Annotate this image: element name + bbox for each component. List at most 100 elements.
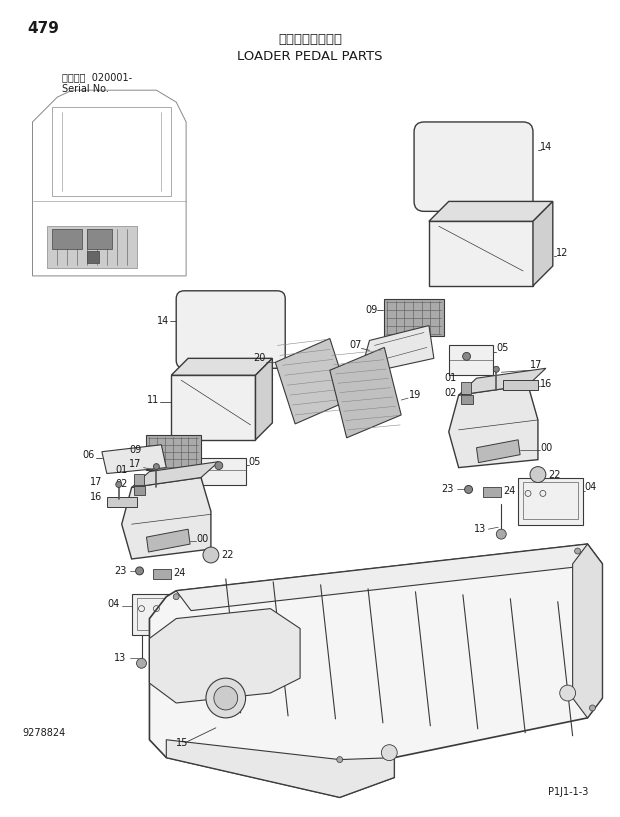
Text: 22: 22 xyxy=(221,550,233,560)
Text: 9278824: 9278824 xyxy=(22,728,66,738)
Polygon shape xyxy=(533,202,553,286)
Bar xyxy=(461,395,472,404)
Text: 05: 05 xyxy=(497,343,508,354)
Polygon shape xyxy=(149,544,603,797)
Polygon shape xyxy=(122,477,211,559)
Circle shape xyxy=(575,548,580,554)
Circle shape xyxy=(464,485,472,493)
Circle shape xyxy=(203,547,219,563)
Polygon shape xyxy=(176,544,603,610)
Text: 適用号機  020001-: 適用号機 020001- xyxy=(62,72,132,83)
Bar xyxy=(503,380,538,391)
Text: 16: 16 xyxy=(90,493,102,502)
Polygon shape xyxy=(477,440,520,462)
Text: 04: 04 xyxy=(585,483,597,493)
Circle shape xyxy=(530,467,546,483)
Text: 04: 04 xyxy=(107,599,120,609)
Text: 24: 24 xyxy=(173,568,185,578)
Bar xyxy=(146,435,201,470)
Circle shape xyxy=(381,745,397,761)
Bar xyxy=(133,474,143,485)
Text: 479: 479 xyxy=(27,20,60,36)
Polygon shape xyxy=(171,359,272,375)
Text: 09: 09 xyxy=(130,444,141,455)
Bar xyxy=(52,230,82,249)
Circle shape xyxy=(214,686,237,710)
Bar xyxy=(484,488,502,498)
Bar xyxy=(133,486,146,495)
Text: 00: 00 xyxy=(196,534,208,544)
Circle shape xyxy=(560,685,575,701)
Polygon shape xyxy=(449,385,538,467)
Circle shape xyxy=(215,462,223,470)
FancyBboxPatch shape xyxy=(414,122,533,212)
Bar xyxy=(523,481,578,520)
Bar xyxy=(131,594,193,636)
Text: 02: 02 xyxy=(115,480,128,489)
FancyBboxPatch shape xyxy=(176,291,285,368)
Polygon shape xyxy=(429,221,533,286)
Polygon shape xyxy=(166,739,394,797)
Bar xyxy=(136,598,188,631)
Polygon shape xyxy=(275,338,350,424)
Text: 11: 11 xyxy=(147,395,159,405)
Polygon shape xyxy=(330,347,401,438)
Text: 05: 05 xyxy=(249,457,261,467)
Text: 20: 20 xyxy=(253,353,265,364)
Text: 17: 17 xyxy=(89,476,102,486)
Circle shape xyxy=(206,678,246,718)
Circle shape xyxy=(136,659,146,668)
Text: 09: 09 xyxy=(365,305,378,315)
Polygon shape xyxy=(365,325,434,370)
Polygon shape xyxy=(573,544,603,718)
Text: 07: 07 xyxy=(349,341,361,350)
Bar xyxy=(449,346,494,375)
Text: P1J1-1-3: P1J1-1-3 xyxy=(548,788,588,797)
Bar xyxy=(47,226,136,268)
Circle shape xyxy=(590,705,595,711)
Polygon shape xyxy=(102,444,166,474)
Bar xyxy=(461,382,471,394)
Bar xyxy=(201,458,246,485)
Text: 15: 15 xyxy=(176,738,188,748)
Bar xyxy=(153,569,171,578)
Circle shape xyxy=(173,594,179,600)
Bar xyxy=(87,251,99,263)
Circle shape xyxy=(116,481,122,488)
Circle shape xyxy=(136,567,143,575)
Text: ローダペダル部品: ローダペダル部品 xyxy=(278,33,342,46)
Circle shape xyxy=(463,352,471,360)
Text: 19: 19 xyxy=(409,390,422,400)
Text: 02: 02 xyxy=(445,388,457,398)
Text: 13: 13 xyxy=(115,654,126,663)
Text: 24: 24 xyxy=(503,486,516,497)
Polygon shape xyxy=(459,368,546,395)
Text: 22: 22 xyxy=(548,470,560,480)
Bar xyxy=(107,498,136,507)
Text: 23: 23 xyxy=(114,566,126,576)
Polygon shape xyxy=(171,375,255,440)
Polygon shape xyxy=(146,529,190,552)
Circle shape xyxy=(153,463,159,470)
Text: 14: 14 xyxy=(540,142,552,152)
Text: 13: 13 xyxy=(474,525,487,534)
Polygon shape xyxy=(255,359,272,440)
Text: LOADER PEDAL PARTS: LOADER PEDAL PARTS xyxy=(237,51,383,64)
Polygon shape xyxy=(131,462,219,488)
Circle shape xyxy=(337,757,343,762)
Text: 00: 00 xyxy=(540,443,552,453)
Text: 23: 23 xyxy=(441,484,454,494)
Text: 06: 06 xyxy=(82,449,95,460)
Text: 14: 14 xyxy=(157,315,169,326)
Bar xyxy=(384,299,444,337)
Polygon shape xyxy=(149,609,300,703)
Bar xyxy=(518,477,583,525)
Text: 12: 12 xyxy=(556,248,568,258)
Text: 16: 16 xyxy=(540,379,552,389)
Bar xyxy=(87,230,112,249)
Text: 01: 01 xyxy=(445,373,457,383)
Text: 01: 01 xyxy=(115,465,128,475)
Text: 17: 17 xyxy=(129,458,141,469)
Circle shape xyxy=(494,366,499,373)
Text: Serial No.: Serial No. xyxy=(62,84,109,94)
